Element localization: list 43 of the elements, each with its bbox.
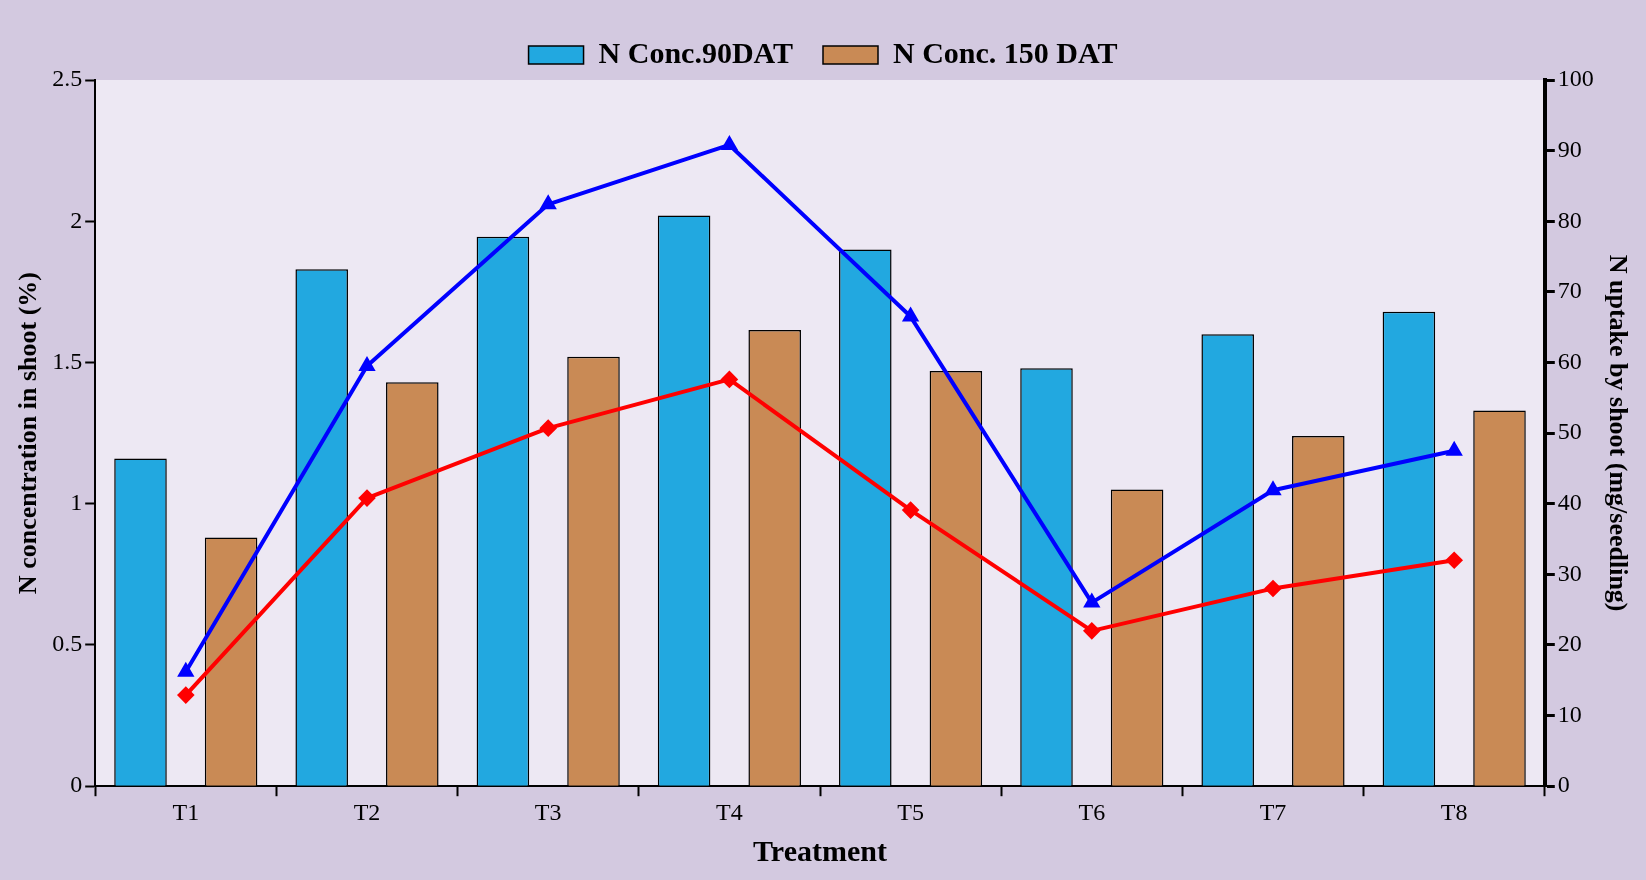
x-tick-label: T1	[172, 798, 200, 825]
y2-tick-label: 0	[1557, 771, 1570, 798]
y2-tick-label: 80	[1557, 206, 1582, 233]
y-tick-label: 0	[70, 771, 83, 798]
y-tick-label: 2	[70, 206, 83, 233]
point	[1265, 580, 1281, 597]
point	[1083, 622, 1100, 639]
x-tick-label: T6	[1078, 798, 1106, 825]
x-tick-label: T8	[1440, 798, 1468, 825]
legend-label: N Conc.90DAT	[598, 35, 794, 69]
y2-tick-label: 30	[1557, 559, 1582, 586]
y2-tick-label: 60	[1557, 347, 1582, 374]
x-tick-label: T7	[1259, 798, 1287, 825]
point	[1265, 482, 1281, 496]
y-tick-label: 1	[70, 489, 83, 516]
x-tick-label: T4	[716, 798, 743, 825]
point	[541, 196, 556, 210]
y2-tick-label: 10	[1557, 700, 1582, 727]
y2-tick-label: 40	[1557, 489, 1582, 516]
point	[540, 420, 557, 437]
legend-label: N Conc. 150 DAT	[893, 35, 1118, 69]
point	[722, 136, 737, 150]
y2-tick-label: 50	[1557, 418, 1582, 445]
x-tick-label: T2	[353, 798, 381, 825]
x-tick-label: T3	[534, 798, 562, 825]
point	[177, 687, 194, 704]
y-tick-label: 2.5	[52, 65, 83, 92]
y2-tick-label: 70	[1557, 277, 1582, 304]
y2-tick-label: 90	[1557, 135, 1582, 162]
x-tick-label: T5	[897, 798, 924, 825]
y-tick-label: 0.5	[52, 630, 83, 657]
point	[359, 358, 375, 372]
y2-tick-label: 100	[1557, 65, 1594, 92]
y-tick-label: 1.5	[52, 347, 83, 374]
point	[721, 371, 738, 388]
x-axis-title: Treatment	[753, 833, 887, 867]
point	[902, 306, 920, 322]
y2-tick-label: 20	[1557, 630, 1582, 657]
point	[902, 502, 919, 519]
point	[1446, 552, 1463, 569]
y-axis-title: N concentration in shoot (%)	[13, 272, 43, 595]
point	[359, 490, 375, 507]
y2-axis-title: N uptake by shoot (mg/seedling)	[1603, 254, 1633, 612]
